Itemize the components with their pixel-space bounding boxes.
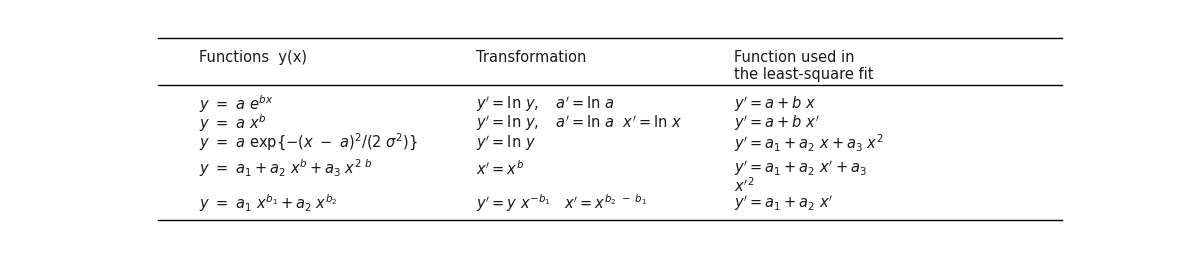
Text: $x'^{2}$: $x'^{2}$ — [734, 177, 754, 195]
Text: $y' = \mathrm{ln}\ y,\ \ \ a' = \mathrm{ln}\ a\ \ x' = \mathrm{ln}\ x$: $y' = \mathrm{ln}\ y,\ \ \ a' = \mathrm{… — [476, 114, 683, 133]
Text: $y\ =\ a_1 + a_2\ x^{b} + a_3\ x^{2\ b}$: $y\ =\ a_1 + a_2\ x^{b} + a_3\ x^{2\ b}$ — [200, 157, 372, 179]
Text: Transformation: Transformation — [476, 50, 587, 65]
Text: $y\ =\ a\ x^{b}$: $y\ =\ a\ x^{b}$ — [200, 113, 267, 134]
Text: $y' = \mathrm{ln}\ y$: $y' = \mathrm{ln}\ y$ — [476, 133, 536, 153]
Text: $x' = x^b$: $x' = x^b$ — [476, 159, 525, 178]
Text: $y' = a_1 + a_2\ x' + a_3$: $y' = a_1 + a_2\ x' + a_3$ — [734, 158, 868, 178]
Text: $y\ =\ a\ \mathrm{exp}\{-(x\ -\ a)^2/(2\ \sigma^2)\}$: $y\ =\ a\ \mathrm{exp}\{-(x\ -\ a)^2/(2\… — [200, 132, 419, 153]
Text: $y' = a + b\ x$: $y' = a + b\ x$ — [734, 94, 818, 114]
Text: $y\ =\ a\ e^{bx}$: $y\ =\ a\ e^{bx}$ — [200, 93, 274, 115]
Text: $y' = a_1 + a_2\ x + a_3\ x^2$: $y' = a_1 + a_2\ x + a_3\ x^2$ — [734, 132, 884, 154]
Text: $y' = a + b\ x'$: $y' = a + b\ x'$ — [734, 114, 820, 133]
Text: $y' = \mathrm{ln}\ y,\ \ \ a' = \mathrm{ln}\ a$: $y' = \mathrm{ln}\ y,\ \ \ a' = \mathrm{… — [476, 94, 614, 114]
Text: $y' = y\ x^{-b_1}\ \ \ x' = x^{b_2\ -\ b_1}$: $y' = y\ x^{-b_1}\ \ \ x' = x^{b_2\ -\ b… — [476, 193, 647, 214]
Text: Function used in
the least-square fit: Function used in the least-square fit — [734, 50, 873, 83]
Text: $y' = a_1 + a_2\ x'$: $y' = a_1 + a_2\ x'$ — [734, 194, 834, 213]
Text: Functions  y(x): Functions y(x) — [200, 50, 307, 65]
Text: $y\ =\ a_1\ x^{b_1} + a_2\ x^{b_2}$: $y\ =\ a_1\ x^{b_1} + a_2\ x^{b_2}$ — [200, 193, 338, 214]
